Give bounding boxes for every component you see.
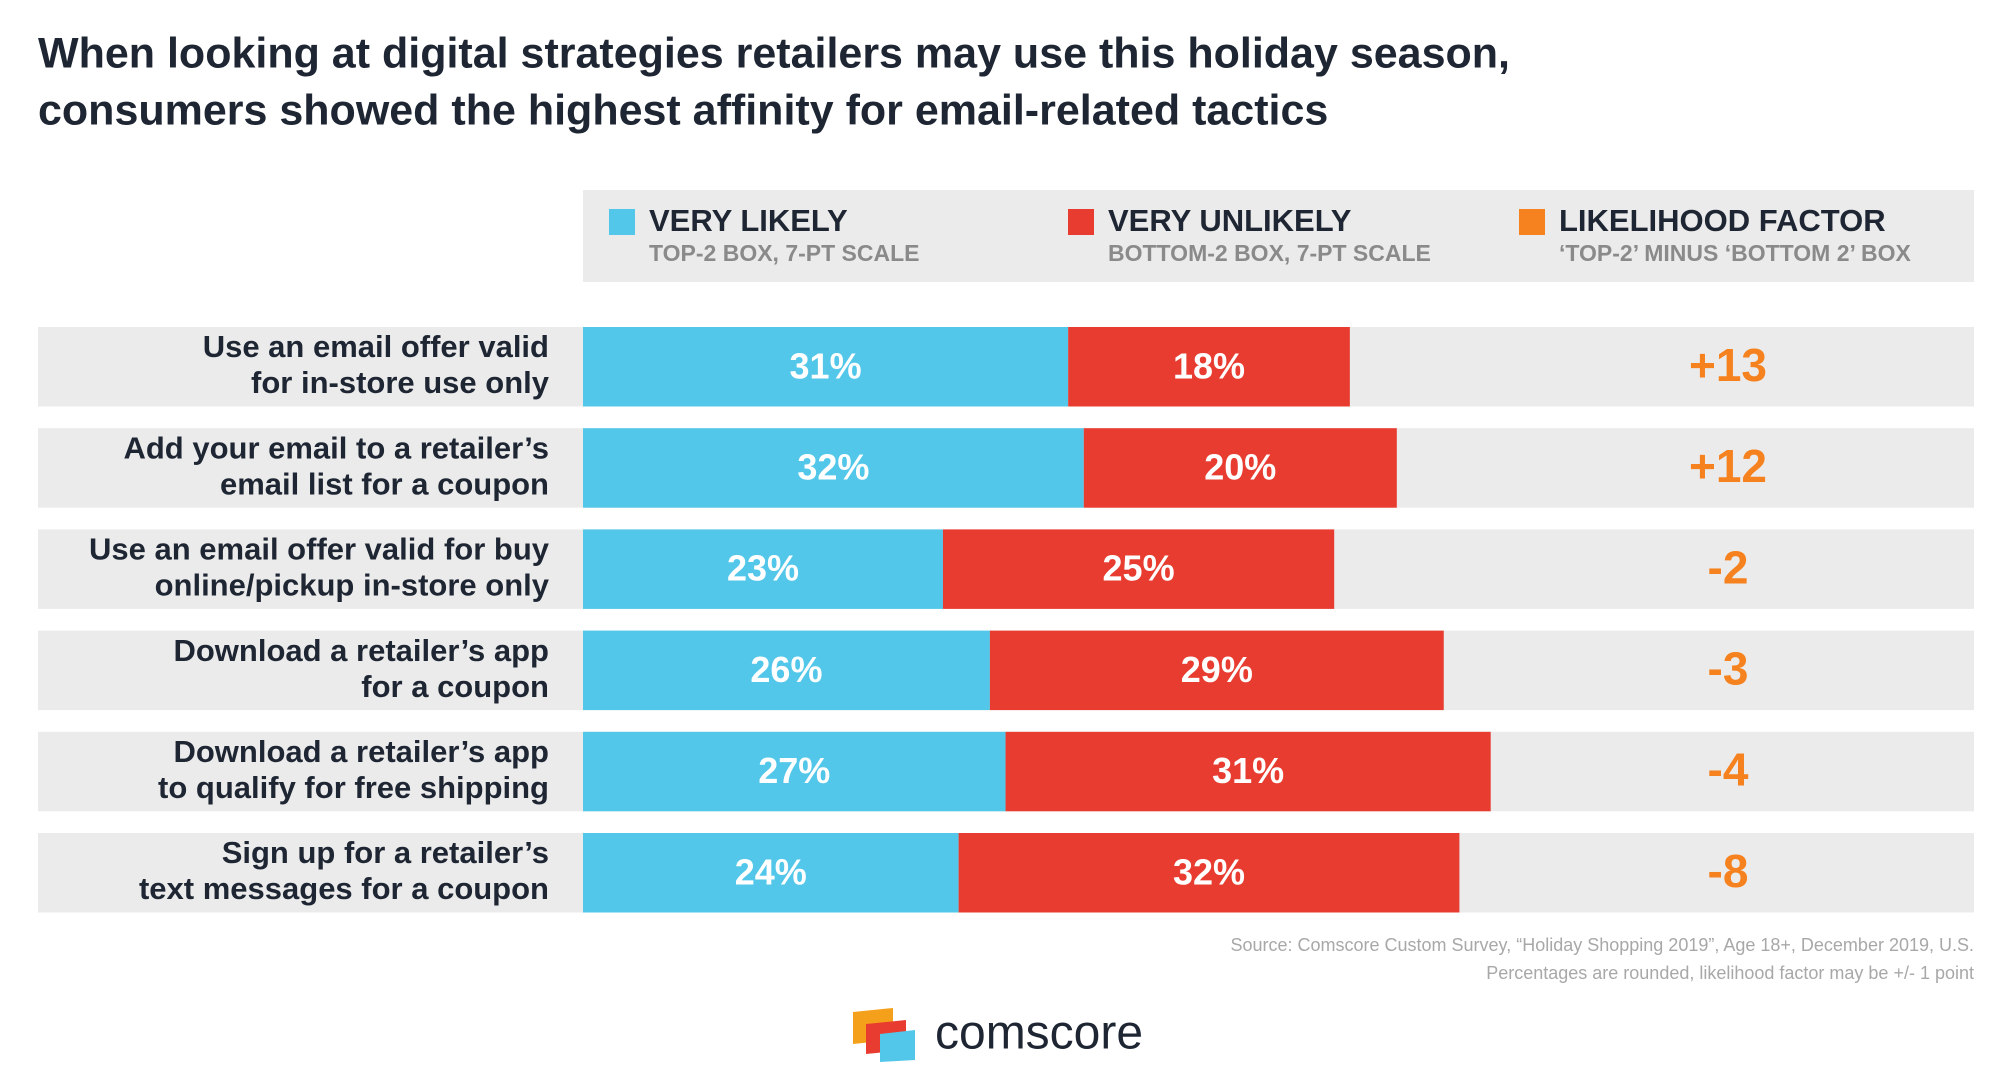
logo-shape: [880, 1030, 915, 1062]
value-label: 32%: [797, 446, 869, 487]
category-label: Download a retailer’s app: [173, 734, 549, 769]
factor-label: -3: [1708, 643, 1749, 695]
category-label: to qualify for free shipping: [158, 770, 549, 805]
legend-description: ‘TOP-2’ MINUS ‘BOTTOM 2’ BOX: [1559, 240, 1912, 266]
category-label: text messages for a coupon: [139, 871, 549, 906]
category-label: Add your email to a retailer’s: [123, 430, 549, 465]
legend-label: VERY UNLIKELY: [1108, 203, 1352, 238]
brand-name: comscore: [935, 1007, 1143, 1060]
value-label: 29%: [1181, 649, 1253, 690]
category-label: for in-store use only: [251, 365, 550, 400]
bar-segment: [989, 630, 1444, 711]
bar-segment: [583, 731, 1006, 812]
factor-label: -2: [1708, 541, 1749, 593]
category-label: online/pickup in-store only: [155, 568, 550, 603]
value-label: 24%: [735, 851, 807, 892]
value-label: 31%: [1212, 750, 1284, 791]
source-note: Source: Comscore Custom Survey, “Holiday…: [1230, 935, 1974, 955]
legend-box: [583, 190, 1974, 282]
bar-segment: [958, 833, 1460, 913]
bar-segment: [583, 529, 943, 609]
bar-segment: [942, 529, 1335, 609]
value-label: 26%: [750, 649, 822, 690]
value-label: 20%: [1204, 446, 1276, 487]
factor-label: +13: [1689, 339, 1767, 391]
chart-title: consumers showed the highest affinity fo…: [38, 86, 1328, 134]
value-label: 23%: [727, 548, 799, 589]
bar-segment: [583, 833, 959, 913]
legend-description: BOTTOM-2 BOX, 7-PT SCALE: [1108, 240, 1431, 266]
bar-segment: [1068, 327, 1350, 407]
category-label: email list for a coupon: [220, 466, 549, 501]
legend-swatch: [1519, 209, 1545, 235]
legend-swatch: [1068, 209, 1094, 235]
bar-segment: [583, 327, 1069, 407]
bar-segment: [583, 428, 1084, 508]
value-label: 32%: [1173, 851, 1245, 892]
category-label: Use an email offer valid: [203, 329, 549, 364]
category-label: Use an email offer valid for buy: [89, 532, 550, 567]
legend-label: LIKELIHOOD FACTOR: [1559, 203, 1886, 238]
value-label: 18%: [1173, 345, 1245, 386]
source-note: Percentages are rounded, likelihood fact…: [1486, 963, 1974, 983]
category-label: for a coupon: [361, 669, 549, 704]
chart-title: When looking at digital strategies retai…: [38, 29, 1510, 77]
factor-label: -4: [1708, 744, 1749, 796]
legend-label: VERY LIKELY: [649, 203, 848, 238]
legend-swatch: [609, 209, 635, 235]
value-label: 25%: [1103, 548, 1175, 589]
legend-description: TOP-2 BOX, 7-PT SCALE: [649, 240, 920, 266]
bar-segment: [1005, 731, 1491, 812]
factor-label: +12: [1689, 440, 1767, 492]
value-label: 31%: [790, 345, 862, 386]
bar-segment: [1083, 428, 1397, 508]
category-label: Sign up for a retailer’s: [222, 835, 549, 870]
bar-segment: [583, 630, 990, 711]
category-label: Download a retailer’s app: [173, 633, 549, 668]
logo: [853, 1008, 915, 1062]
value-label: 27%: [758, 750, 830, 791]
factor-label: -8: [1708, 845, 1749, 897]
